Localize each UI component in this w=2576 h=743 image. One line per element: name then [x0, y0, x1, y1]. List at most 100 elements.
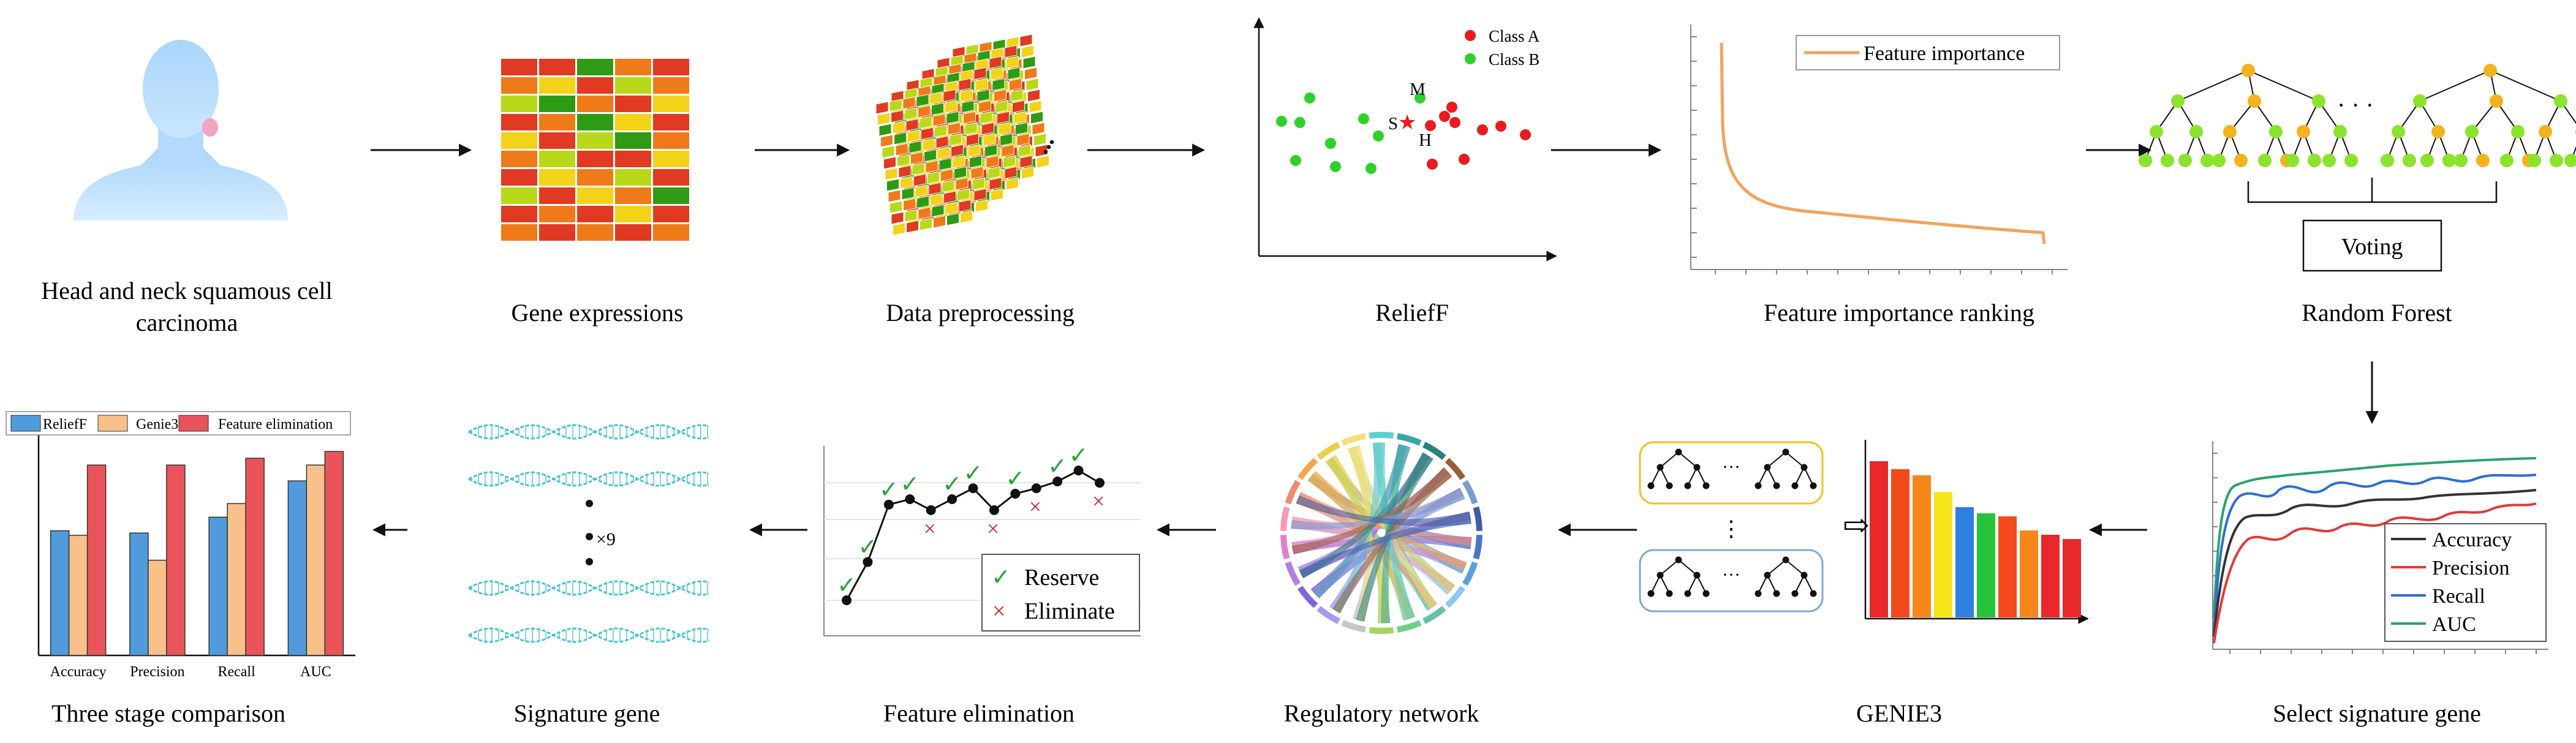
comparison-tick-label: AUC	[300, 664, 331, 680]
svg-text:✓: ✓	[991, 565, 1011, 590]
elimination-point	[842, 595, 852, 605]
dna-strand	[468, 424, 709, 440]
elimination-point	[926, 505, 936, 515]
chord-segment	[1341, 433, 1366, 446]
chord-segment	[1397, 433, 1422, 446]
class-b-point	[1276, 116, 1287, 127]
decision-tree	[2381, 64, 2576, 167]
importance-bar	[2020, 530, 2038, 617]
heatmap-cell	[577, 206, 613, 222]
select-legend-auc: AUC	[2432, 613, 2476, 636]
chord-segment	[1341, 620, 1366, 633]
chord-segment	[1473, 535, 1483, 560]
heatmap-cell	[653, 224, 689, 241]
heatmap-cell	[615, 169, 651, 186]
class-a-point	[1477, 124, 1488, 135]
heatmap-cell	[615, 59, 651, 75]
heatmap-cell	[653, 77, 689, 94]
heatmap-cell	[577, 59, 613, 75]
stack-dots	[1043, 140, 1054, 154]
heatmap-cell	[539, 96, 575, 112]
class-a-point	[1427, 159, 1438, 170]
chord-segment	[1473, 506, 1483, 531]
select-legend-box	[2384, 523, 2547, 642]
feature-importance-chart: Feature importance	[1690, 25, 2068, 274]
comparison-bar	[306, 464, 326, 656]
legend-eliminate: Eliminate	[1024, 598, 1115, 624]
heatmap-cell	[615, 187, 651, 204]
class-b-point	[1373, 130, 1384, 141]
gene-expression-heatmap	[501, 59, 689, 241]
comparison-tick-label: Accuracy	[50, 664, 107, 680]
tumor-mark	[202, 118, 218, 137]
label-signature-gene: Signature gene	[514, 700, 660, 727]
class-b-point	[1304, 92, 1315, 104]
voting-box	[2302, 219, 2442, 272]
chord-segment	[1369, 627, 1394, 634]
row1-arrows	[371, 143, 2379, 424]
small-tree	[1647, 448, 1710, 489]
comparison-bar	[287, 480, 308, 656]
chord-link	[1296, 495, 1471, 526]
elimination-point	[863, 557, 873, 567]
heatmap-cell	[577, 224, 613, 241]
patient-body	[74, 147, 288, 221]
class-b-point	[1290, 155, 1301, 166]
heatmap-cell	[577, 132, 613, 149]
heatmap-cell	[501, 59, 537, 75]
small-tree	[1647, 556, 1710, 597]
heatmap-cell	[615, 151, 651, 167]
elimination-point	[947, 494, 958, 504]
label-hnscc-line1: Head and neck squamous cell	[41, 277, 332, 304]
heatmap-cell	[577, 114, 613, 130]
comparison-bar	[245, 458, 265, 656]
class-b-point	[1415, 92, 1426, 104]
heatmap-cell	[539, 151, 575, 167]
chord-segment	[1285, 561, 1301, 586]
legend-reserve: Reserve	[1024, 565, 1099, 590]
reserve-check-icon: ✓	[1069, 443, 1089, 469]
marker-m: M	[1410, 80, 1426, 99]
eliminate-cross-icon: ×	[987, 516, 999, 541]
comparison-bar	[86, 464, 107, 656]
importance-bar	[1870, 461, 1888, 617]
importance-bar	[1934, 492, 1952, 617]
elimination-point	[1052, 476, 1063, 486]
comparison-bar	[68, 535, 88, 656]
chord-segment	[1285, 480, 1301, 505]
chord-segment	[1462, 480, 1478, 505]
voting-bracket: Voting	[2247, 178, 2498, 272]
comparison-bar	[129, 532, 149, 656]
class-a-point	[1425, 120, 1436, 131]
small-tree	[1754, 556, 1817, 597]
legend-class-a: Class A	[1489, 27, 1540, 45]
comparison-bar	[166, 464, 186, 656]
class-a-point	[1449, 117, 1460, 128]
stack-layer	[875, 89, 973, 236]
heatmap-cell	[501, 77, 537, 94]
heatmap-cell	[539, 187, 575, 204]
class-a-point	[1520, 129, 1531, 140]
importance-bar	[1955, 507, 1974, 617]
reserve-check-icon: ✓	[879, 477, 899, 503]
heatmap-cell	[501, 206, 537, 222]
eliminate-cross-icon: ×	[1092, 489, 1105, 513]
select-signature-chart: Accuracy Precision Recall AUC	[2212, 441, 2548, 654]
label-gene-expressions: Gene expressions	[511, 299, 683, 326]
importance-bar	[1998, 516, 2017, 617]
class-a-point	[1439, 111, 1450, 122]
comparison-bar	[208, 516, 228, 656]
heatmap-cell	[539, 169, 575, 186]
chord-link	[1299, 511, 1471, 578]
chord-segment	[1316, 606, 1340, 624]
heatmap-cell	[653, 59, 689, 75]
reserve-check-icon: ✓	[858, 535, 877, 560]
dna-strand	[468, 471, 709, 487]
dna-strand	[468, 627, 709, 643]
data-preprocessing-stack	[875, 34, 1049, 236]
chord-segment	[1297, 586, 1318, 608]
heatmap-cell	[501, 132, 537, 149]
importance-bar	[1891, 469, 1909, 617]
chord-segment	[1280, 535, 1290, 560]
